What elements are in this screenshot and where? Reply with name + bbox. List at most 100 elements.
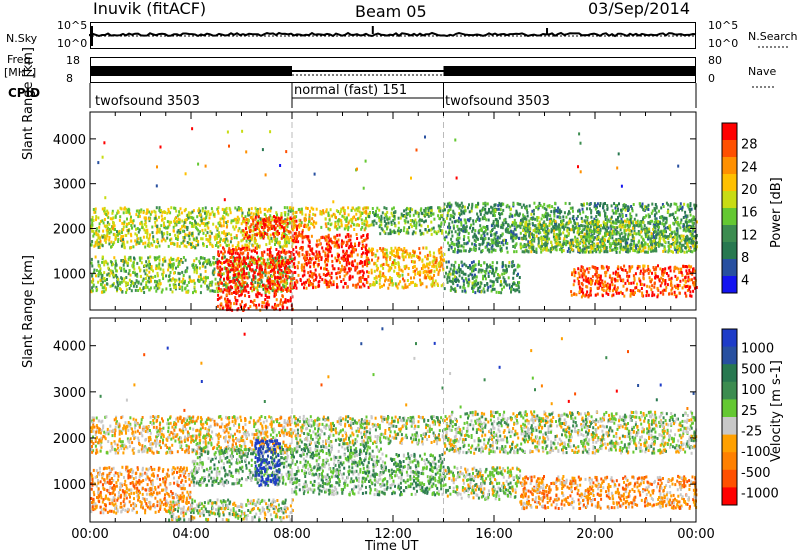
power-cell xyxy=(112,216,115,220)
power-cell xyxy=(336,252,339,256)
power-cell xyxy=(95,285,98,289)
power-cell xyxy=(505,246,508,250)
power-cell xyxy=(324,274,327,277)
power-cell xyxy=(185,218,188,222)
power-cell xyxy=(163,216,166,220)
power-cell xyxy=(272,271,275,275)
power-cell xyxy=(414,269,417,273)
power-cell xyxy=(311,251,314,255)
power-cell xyxy=(282,283,284,287)
power-cell xyxy=(281,247,284,251)
power-cell xyxy=(465,225,468,229)
power-cell xyxy=(162,268,165,272)
power-cell xyxy=(178,210,181,214)
power-cell xyxy=(174,285,177,289)
power-cell xyxy=(240,222,243,226)
power-cell xyxy=(486,211,489,215)
freq-bar-1 xyxy=(90,66,292,76)
power-cell xyxy=(441,229,444,233)
power-cell xyxy=(182,241,184,245)
power-cell xyxy=(474,240,477,243)
power-cell xyxy=(452,242,455,246)
power-cell xyxy=(240,239,243,243)
power-cell xyxy=(385,260,388,263)
power-cell xyxy=(260,293,263,297)
power-cell xyxy=(269,269,272,273)
power-cell xyxy=(400,268,403,272)
power-cell xyxy=(261,275,264,279)
power-cell xyxy=(269,214,272,218)
power-cell xyxy=(109,269,112,273)
power-cell xyxy=(213,235,216,239)
power-cell xyxy=(492,222,495,225)
power-cell xyxy=(276,261,279,265)
power-cell xyxy=(273,265,276,269)
power-cell xyxy=(346,254,349,258)
power-cell xyxy=(493,214,496,218)
power-cell xyxy=(437,270,440,274)
power-cell xyxy=(113,233,116,237)
power-cell xyxy=(632,239,635,243)
power-cell xyxy=(144,231,147,234)
power-cell xyxy=(95,215,98,219)
power-cell xyxy=(130,224,133,227)
power-cell xyxy=(228,243,230,247)
power-cell xyxy=(479,237,482,240)
power-cell xyxy=(185,245,188,249)
power-cell xyxy=(184,233,187,237)
power-cell xyxy=(216,227,219,231)
power-cell xyxy=(178,285,181,289)
power-cell xyxy=(390,249,393,253)
power-cell xyxy=(486,202,489,206)
power-cell xyxy=(387,221,390,225)
power-cell xyxy=(254,280,257,284)
power-cell xyxy=(480,209,483,213)
power-cell xyxy=(626,247,629,251)
power-cell xyxy=(344,235,347,239)
cpid-label: CPID xyxy=(8,86,41,100)
power-cell xyxy=(483,207,485,211)
power-cell xyxy=(192,216,195,220)
power-cell xyxy=(258,221,261,225)
power-cell xyxy=(253,287,255,291)
power-cell xyxy=(337,267,340,271)
power-cell xyxy=(465,242,468,246)
power-cell xyxy=(246,276,249,280)
power-cell xyxy=(267,265,269,269)
power-cell xyxy=(334,237,337,241)
power-cell xyxy=(316,253,319,257)
power-cell xyxy=(469,226,472,230)
power-cell xyxy=(464,226,466,230)
power-cell xyxy=(125,224,128,228)
power-cell xyxy=(661,203,664,206)
power-cell xyxy=(204,275,207,279)
power-cell xyxy=(207,221,210,224)
power-cell xyxy=(487,218,490,222)
power-cell xyxy=(162,259,165,263)
power-cell xyxy=(274,216,277,220)
power-cell xyxy=(188,275,191,279)
power-cell xyxy=(224,234,227,238)
power-cell xyxy=(351,263,353,267)
power-cell xyxy=(268,208,270,212)
power-cell xyxy=(267,279,269,283)
power-cell xyxy=(237,270,240,274)
power-cell xyxy=(139,287,141,291)
power-cell xyxy=(285,259,288,263)
power-cell xyxy=(229,270,232,274)
power-cell xyxy=(144,272,147,276)
power-cell xyxy=(120,259,123,262)
power-cell xyxy=(337,243,340,247)
power-cell xyxy=(275,298,278,302)
power-cell xyxy=(650,211,653,215)
power-cell xyxy=(266,300,269,304)
power-cell xyxy=(232,260,235,264)
power-cell xyxy=(252,274,255,278)
nsky-label: N.Sky xyxy=(6,32,38,45)
power-cell xyxy=(424,209,427,213)
power-cell xyxy=(511,223,514,227)
power-cell xyxy=(245,218,248,221)
power-cell xyxy=(499,208,502,212)
power-cell xyxy=(136,261,139,265)
power-cell xyxy=(249,286,252,290)
